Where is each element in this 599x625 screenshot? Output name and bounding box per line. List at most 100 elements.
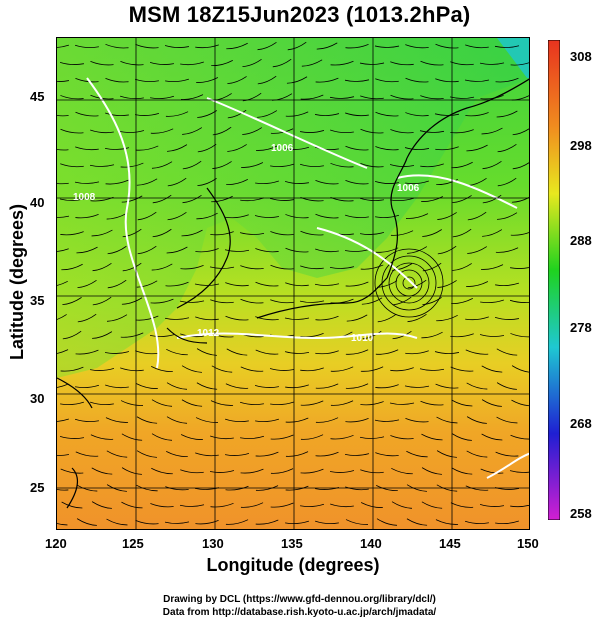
streamline — [329, 266, 355, 269]
streamline — [164, 317, 190, 320]
streamline — [479, 334, 505, 337]
streamline — [451, 298, 473, 305]
streamline — [135, 350, 159, 355]
streamline — [74, 418, 99, 422]
streamline — [240, 468, 264, 474]
streamline — [495, 282, 520, 287]
streamline — [135, 519, 159, 525]
streamline — [57, 80, 70, 82]
streamline — [210, 299, 234, 304]
streamline — [60, 95, 84, 100]
streamline — [135, 383, 158, 389]
streamline — [136, 280, 158, 288]
streamline — [257, 110, 278, 118]
streamline — [151, 161, 173, 169]
streamline — [390, 367, 414, 372]
streamline — [240, 298, 264, 304]
streamline — [57, 489, 69, 491]
streamline — [301, 59, 323, 67]
isobar-label: 1006 — [397, 183, 420, 194]
streamline — [227, 109, 247, 119]
streamline — [390, 61, 414, 66]
streamline — [57, 215, 70, 218]
streamline — [405, 350, 429, 355]
streamline — [75, 384, 100, 388]
streamline — [270, 264, 294, 270]
streamline — [451, 467, 473, 475]
streamline — [465, 112, 489, 117]
streamline — [211, 195, 233, 203]
streamline — [150, 128, 174, 134]
streamline — [359, 62, 385, 65]
streamline — [496, 348, 518, 356]
streamline — [59, 436, 85, 439]
streamline — [179, 504, 205, 507]
x-tick-label: 125 — [122, 536, 144, 551]
streamline — [107, 279, 127, 289]
streamline — [480, 468, 504, 474]
streamline — [120, 332, 144, 338]
streamline — [165, 111, 189, 117]
streamline — [316, 42, 338, 50]
streamline — [75, 349, 99, 355]
streamline — [360, 502, 383, 508]
streamline — [299, 163, 324, 168]
streamline — [284, 180, 309, 184]
streamline — [241, 162, 264, 168]
streamline — [329, 96, 355, 99]
streamline — [107, 245, 127, 255]
streamline — [466, 382, 488, 390]
streamline — [136, 178, 158, 186]
streamline — [106, 450, 128, 458]
streamline — [121, 433, 143, 441]
streamline — [330, 400, 354, 406]
streamline — [134, 78, 159, 82]
streamline — [137, 211, 157, 221]
streamline — [419, 368, 445, 371]
streamline — [404, 147, 430, 150]
streamline — [467, 246, 488, 254]
streamline — [375, 384, 399, 389]
streamline — [509, 299, 529, 303]
streamline — [482, 160, 502, 170]
streamline — [511, 399, 529, 407]
streamline — [300, 94, 324, 100]
streamline — [406, 484, 427, 492]
streamline — [360, 366, 384, 372]
streamline — [420, 95, 444, 100]
streamline — [166, 382, 188, 390]
streamline — [345, 112, 369, 117]
streamline — [497, 177, 517, 187]
streamline — [405, 44, 429, 49]
streamline — [152, 228, 172, 238]
streamline — [464, 520, 489, 524]
streamline — [255, 281, 279, 287]
streamline — [61, 501, 83, 509]
streamline — [270, 299, 294, 304]
streamline — [134, 113, 160, 116]
streamline — [119, 130, 145, 133]
streamline — [285, 520, 310, 525]
streamline — [314, 283, 340, 286]
streamline — [167, 211, 187, 221]
streamline — [390, 94, 414, 100]
streamline — [452, 195, 472, 203]
streamline — [57, 44, 70, 48]
streamline — [270, 434, 294, 440]
streamline — [375, 349, 399, 355]
streamline — [77, 280, 97, 289]
streamline — [120, 400, 143, 406]
streamline — [391, 467, 413, 475]
streamline — [269, 368, 295, 371]
streamline — [287, 41, 307, 51]
streamline — [330, 366, 354, 372]
streamline — [212, 126, 232, 136]
streamline — [165, 78, 189, 83]
land-mass — [57, 38, 529, 378]
map-title: MSM 18Z15Jun2023 (1013.2hPa) — [128, 2, 471, 27]
streamline — [436, 416, 458, 424]
streamline — [390, 197, 414, 202]
streamline — [436, 179, 458, 186]
streamline — [482, 229, 503, 237]
streamline — [60, 366, 84, 372]
